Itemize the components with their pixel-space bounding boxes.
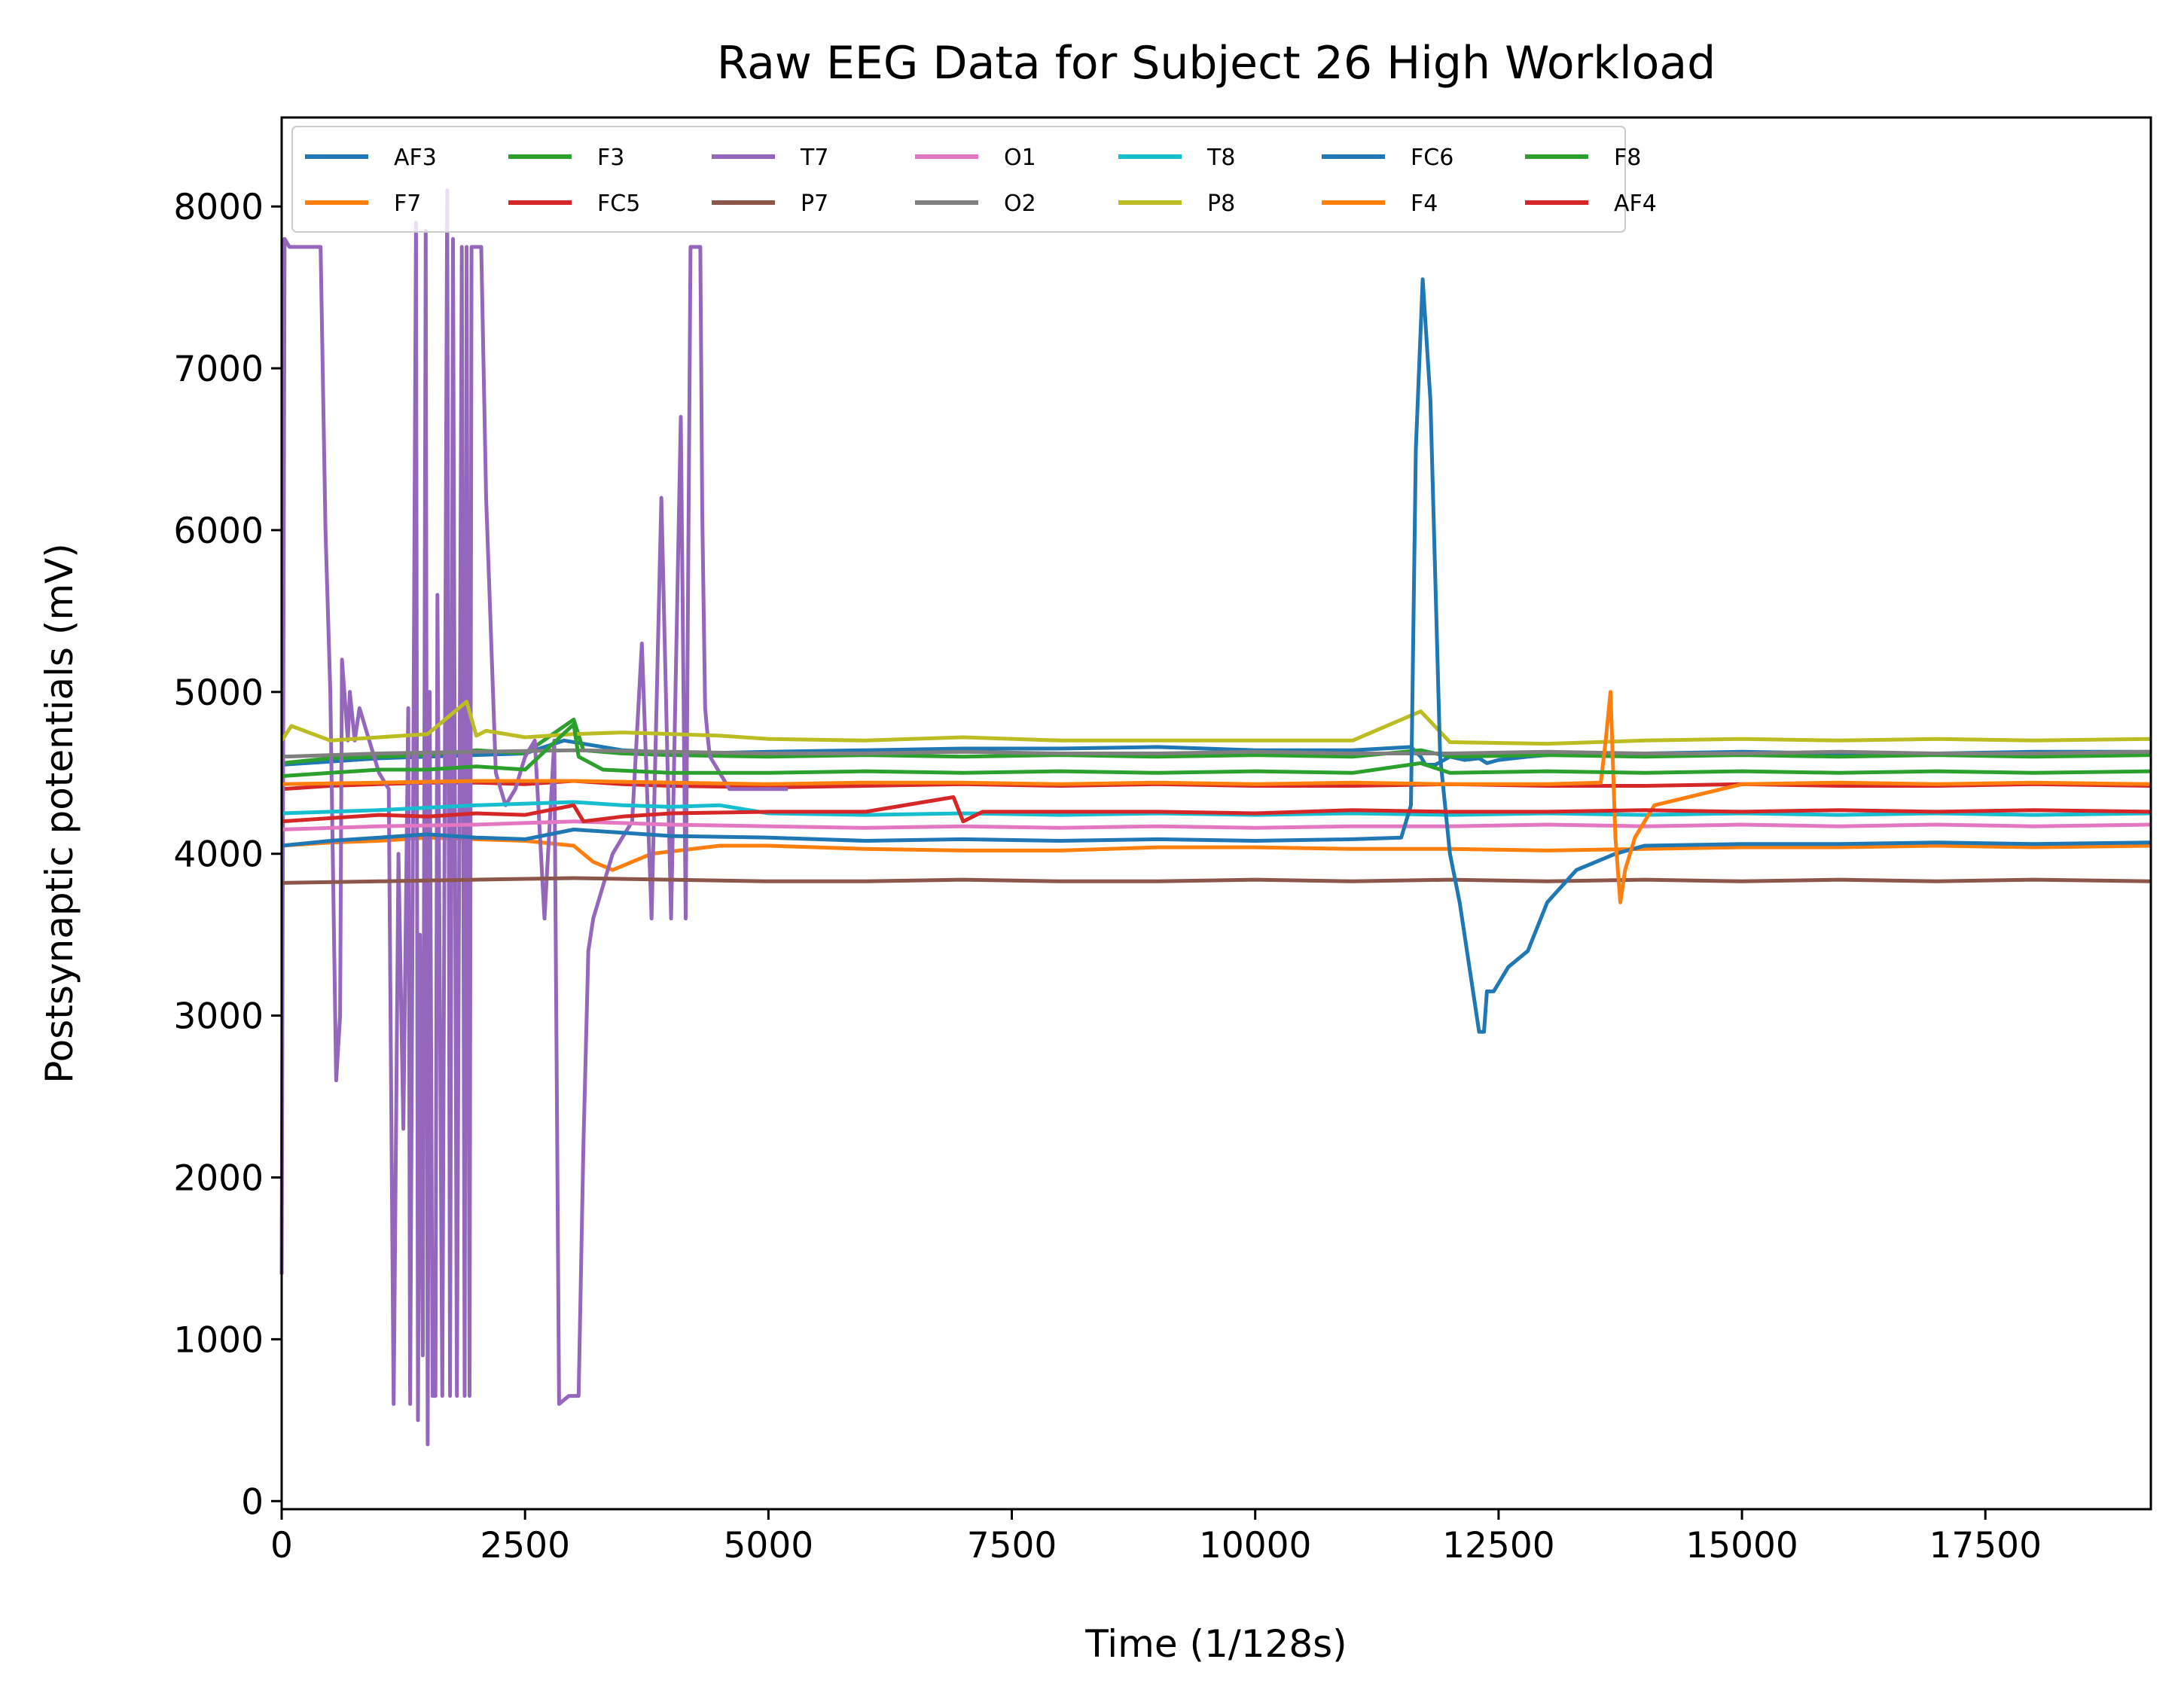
series-line-o1 (281, 819, 2152, 831)
legend-label-f4: F4 (1411, 191, 1438, 217)
legend-label-fc5: FC5 (597, 191, 640, 217)
legend-label-o1: O1 (1004, 145, 1036, 171)
y-tick-label: 8000 (173, 187, 264, 228)
y-tick-label: 6000 (173, 511, 264, 552)
legend-label-f3: F3 (597, 145, 624, 171)
series-line-p7 (281, 876, 2152, 885)
legend-label-f8: F8 (1614, 145, 1641, 171)
x-tick-label: 17500 (1929, 1525, 2042, 1566)
legend-label-t8: T8 (1206, 145, 1235, 171)
legend: AF3 F7 F3 FC5 T7 P7 O1 O2 T8 P8 FC6 F4 F8 AF4 (291, 126, 1657, 233)
series-line-t8 (281, 800, 2152, 817)
x-tick-label: 10000 (1199, 1525, 1312, 1566)
x-tick-label: 5000 (724, 1525, 814, 1566)
x-axis-label: Time (1/128s) (1084, 1622, 1347, 1666)
y-tick-label: 3000 (173, 996, 264, 1038)
legend-label-p7: P7 (801, 191, 828, 217)
legend-label-af3: AF3 (394, 145, 437, 171)
series-line-f4 (281, 690, 2152, 904)
series-line-f8 (281, 722, 2152, 779)
chart-title: Raw EEG Data for Subject 26 High Workloa… (717, 37, 1716, 90)
y-axis-ticks: 0 1000 2000 3000 4000 5000 6000 7000 8000 (173, 187, 282, 1523)
y-tick-label: 0 (241, 1481, 264, 1523)
legend-label-af4: AF4 (1614, 191, 1657, 217)
series-line-af4 (281, 795, 2152, 824)
legend-label-fc6: FC6 (1411, 145, 1453, 171)
x-tick-label: 2500 (480, 1525, 570, 1566)
series-line-o2 (281, 748, 2152, 759)
series-line-fc6 (281, 277, 2152, 1034)
y-tick-label: 4000 (173, 834, 264, 876)
legend-label-o2: O2 (1004, 191, 1036, 217)
y-tick-label: 2000 (173, 1157, 264, 1199)
y-tick-label: 1000 (173, 1319, 264, 1361)
series-line-t7 (279, 188, 788, 1447)
legend-label-t7: T7 (800, 145, 828, 171)
legend-label-p8: P8 (1207, 191, 1235, 217)
legend-label-f7: F7 (394, 191, 421, 217)
x-axis-ticks: 0 2500 5000 7500 10000 12500 15000 17500 (270, 1509, 2042, 1566)
x-tick-label: 15000 (1685, 1525, 1798, 1566)
plot-lines (279, 188, 2152, 1447)
x-tick-label: 12500 (1442, 1525, 1555, 1566)
legend-box (291, 126, 1626, 233)
y-tick-label: 7000 (173, 349, 264, 390)
y-axis-label: Postsynaptic potentials (mV) (38, 543, 81, 1083)
y-tick-label: 5000 (173, 673, 264, 714)
legend-items: AF3 F7 F3 FC5 T7 P7 O1 O2 T8 P8 FC6 F4 F8 AF4 (305, 145, 1657, 217)
series-line-p8 (279, 700, 2152, 746)
x-tick-label: 7500 (967, 1525, 1057, 1566)
plot-frame (280, 116, 2152, 1511)
x-tick-label: 0 (270, 1525, 293, 1566)
